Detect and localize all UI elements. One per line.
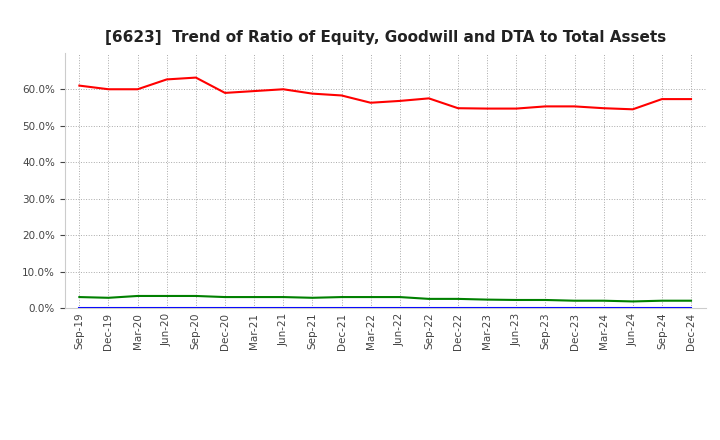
Goodwill [192, 305, 200, 311]
Goodwill [599, 305, 608, 311]
Goodwill [133, 305, 142, 311]
Equity [250, 88, 258, 94]
Deferred Tax Assets [425, 296, 433, 301]
Equity [657, 96, 666, 102]
Goodwill [250, 305, 258, 311]
Equity [75, 83, 84, 88]
Goodwill [454, 305, 462, 311]
Deferred Tax Assets [657, 298, 666, 303]
Equity [337, 93, 346, 98]
Goodwill [629, 305, 637, 311]
Deferred Tax Assets [75, 294, 84, 300]
Deferred Tax Assets [599, 298, 608, 303]
Goodwill [308, 305, 317, 311]
Equity [629, 106, 637, 112]
Equity [395, 98, 404, 103]
Goodwill [483, 305, 492, 311]
Deferred Tax Assets [163, 293, 171, 299]
Deferred Tax Assets [250, 294, 258, 300]
Goodwill [279, 305, 287, 311]
Equity [454, 106, 462, 111]
Equity [192, 75, 200, 80]
Deferred Tax Assets [220, 294, 229, 300]
Equity [483, 106, 492, 111]
Goodwill [570, 305, 579, 311]
Deferred Tax Assets [512, 297, 521, 303]
Equity [163, 77, 171, 82]
Line: Equity: Equity [79, 77, 691, 109]
Deferred Tax Assets [366, 294, 375, 300]
Goodwill [395, 305, 404, 311]
Deferred Tax Assets [337, 294, 346, 300]
Deferred Tax Assets [279, 294, 287, 300]
Equity [599, 106, 608, 111]
Equity [308, 91, 317, 96]
Deferred Tax Assets [454, 296, 462, 301]
Title: [6623]  Trend of Ratio of Equity, Goodwill and DTA to Total Assets: [6623] Trend of Ratio of Equity, Goodwil… [104, 29, 666, 45]
Deferred Tax Assets [629, 299, 637, 304]
Goodwill [366, 305, 375, 311]
Goodwill [512, 305, 521, 311]
Deferred Tax Assets [570, 298, 579, 303]
Goodwill [75, 305, 84, 311]
Equity [133, 87, 142, 92]
Equity [512, 106, 521, 111]
Deferred Tax Assets [541, 297, 550, 303]
Deferred Tax Assets [192, 293, 200, 299]
Equity [425, 96, 433, 101]
Goodwill [163, 305, 171, 311]
Equity [687, 96, 696, 102]
Equity [366, 100, 375, 106]
Equity [104, 87, 113, 92]
Equity [570, 104, 579, 109]
Goodwill [104, 305, 113, 311]
Goodwill [657, 305, 666, 311]
Deferred Tax Assets [308, 295, 317, 301]
Equity [279, 87, 287, 92]
Goodwill [220, 305, 229, 311]
Equity [541, 104, 550, 109]
Goodwill [541, 305, 550, 311]
Deferred Tax Assets [104, 295, 113, 301]
Goodwill [337, 305, 346, 311]
Goodwill [687, 305, 696, 311]
Equity [220, 90, 229, 95]
Deferred Tax Assets [687, 298, 696, 303]
Deferred Tax Assets [395, 294, 404, 300]
Goodwill [425, 305, 433, 311]
Deferred Tax Assets [483, 297, 492, 302]
Line: Deferred Tax Assets: Deferred Tax Assets [79, 296, 691, 301]
Deferred Tax Assets [133, 293, 142, 299]
